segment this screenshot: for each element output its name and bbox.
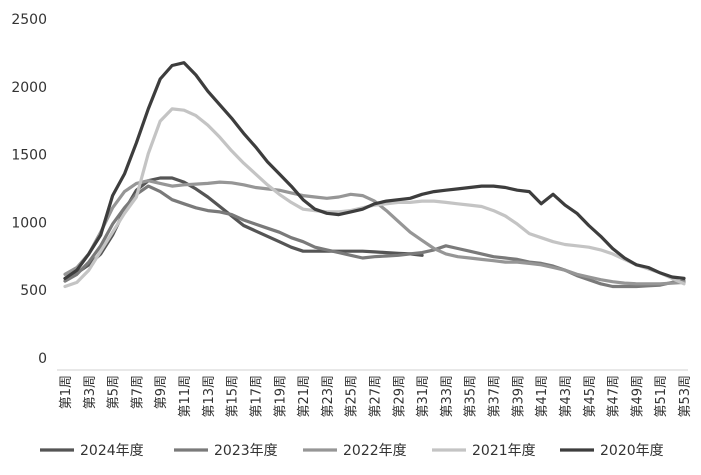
y-tick-label: 2500 xyxy=(11,12,47,28)
y-tick-label: 1500 xyxy=(11,148,47,164)
x-tick-label: 第43周 xyxy=(559,375,574,418)
x-tick-label: 第21周 xyxy=(297,375,312,418)
x-tick-label: 第27周 xyxy=(369,375,384,418)
x-tick-label: 第7周 xyxy=(130,375,145,409)
x-tick-label: 第37周 xyxy=(488,375,503,418)
x-tick-label: 第45周 xyxy=(583,375,598,418)
series-line-2024年度 xyxy=(63,176,424,280)
y-tick-label: 1000 xyxy=(11,215,47,231)
x-tick-label: 第49周 xyxy=(630,375,645,418)
y-tick-label: 0 xyxy=(38,351,47,367)
y-tick-label: 500 xyxy=(20,283,47,299)
x-tick-label: 第29周 xyxy=(392,375,407,418)
x-tick-label: 第5周 xyxy=(107,375,122,409)
x-tick-label: 第41周 xyxy=(535,375,550,418)
legend-label: 2020年度 xyxy=(600,443,664,459)
x-tick-label: 第35周 xyxy=(464,375,479,418)
legend-label: 2021年度 xyxy=(472,443,536,459)
x-tick-label: 第23周 xyxy=(321,375,336,418)
y-tick-label: 2000 xyxy=(11,80,47,96)
x-tick-label: 第15周 xyxy=(226,375,241,418)
x-tick-label: 第33周 xyxy=(440,375,455,418)
x-tick-label: 第19周 xyxy=(273,375,288,418)
series-line-2022年度 xyxy=(63,179,686,286)
x-tick-label: 第17周 xyxy=(249,375,264,418)
series-line-2021年度 xyxy=(63,107,686,289)
legend: 2024年度 2023年度 2022年度 2021年度 2020年度 xyxy=(40,443,664,459)
x-tick-label: 第11周 xyxy=(178,375,193,418)
x-axis: 第1周 第3周 第5周 第7周 第9周 第11周 第13周 第15周 第17周 第19周 第21周第… xyxy=(57,369,693,418)
series-lines xyxy=(63,61,686,289)
legend-label: 2023年度 xyxy=(214,443,278,459)
y-axis: 0 500 1000 1500 2000 2500 xyxy=(11,12,47,367)
x-tick-label: 第9周 xyxy=(154,375,169,409)
x-tick-label: 第25周 xyxy=(345,375,360,418)
legend-label: 2024年度 xyxy=(80,443,144,459)
x-tick-label: 第3周 xyxy=(83,375,98,409)
x-tick-label: 第53周 xyxy=(678,375,693,418)
series-line-2023年度 xyxy=(63,184,686,289)
x-tick-label: 第13周 xyxy=(202,375,217,418)
x-tick-label: 第47周 xyxy=(607,375,622,418)
series-line-2020年度 xyxy=(63,61,686,280)
x-tick-label: 第31周 xyxy=(416,375,431,418)
x-tick-label: 第1周 xyxy=(59,375,74,409)
legend-label: 2022年度 xyxy=(343,443,407,459)
x-tick-label: 第51周 xyxy=(654,375,669,418)
x-tick-label: 第39周 xyxy=(511,375,526,418)
